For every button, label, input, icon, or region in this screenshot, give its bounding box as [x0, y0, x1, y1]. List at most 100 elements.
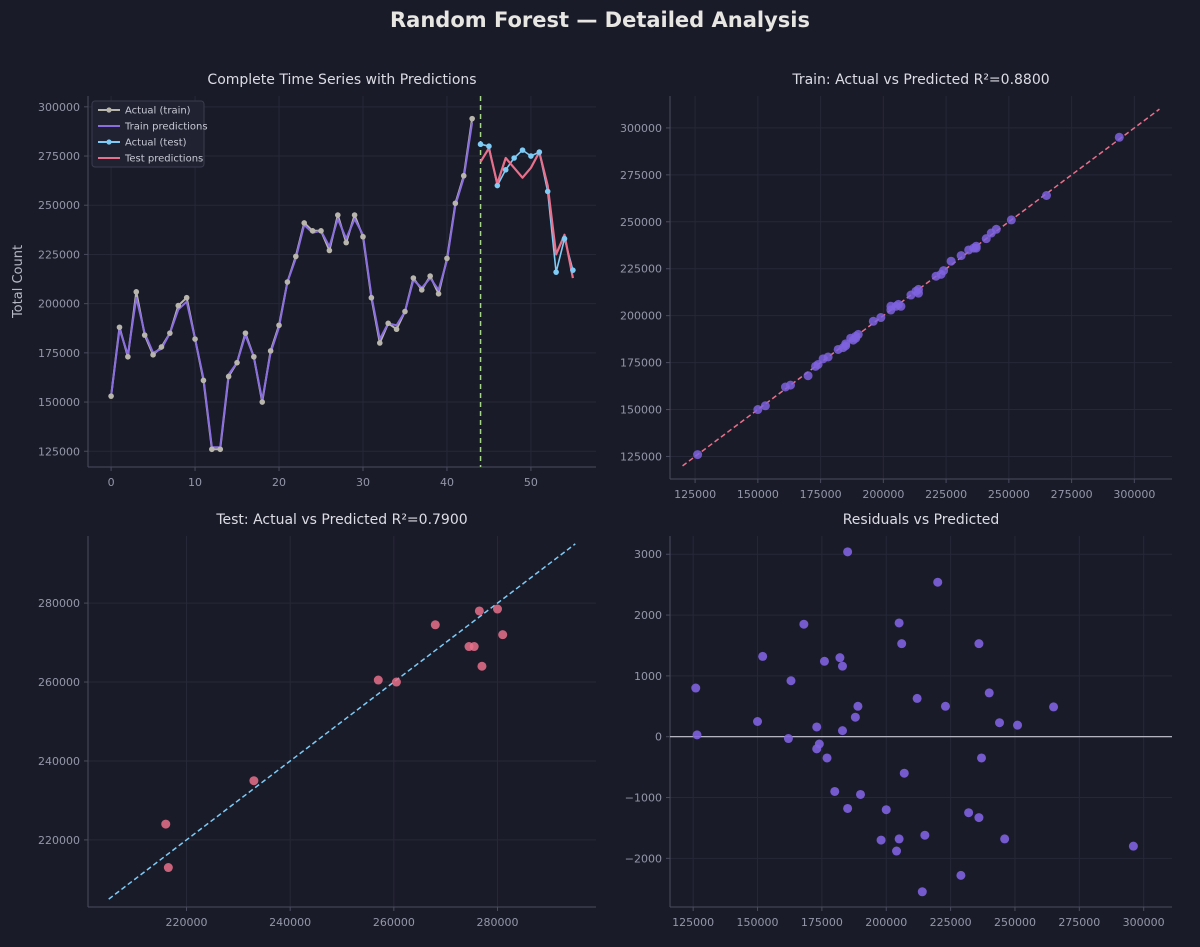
x-tick-label: 125000	[674, 488, 716, 501]
residual-point	[1000, 834, 1010, 844]
residual-point	[799, 619, 809, 629]
scatter-point	[868, 316, 878, 326]
panel-title: Test: Actual vs Predicted R²=0.7900	[215, 512, 467, 528]
residual-point	[912, 693, 922, 703]
x-tick-label: 175000	[800, 488, 842, 501]
residual-point	[786, 676, 796, 686]
legend-label: Train predictions	[124, 122, 208, 133]
residual-point	[974, 639, 984, 649]
residual-point	[822, 753, 832, 763]
series-line-test-predictions	[479, 147, 574, 279]
data-point-actual-train	[259, 399, 266, 405]
scatter-point	[876, 313, 886, 323]
data-point-actual-train	[452, 200, 459, 207]
data-point-actual-train	[141, 332, 148, 338]
y-tick-label: 220000	[38, 834, 80, 847]
y-tick-label: 260000	[38, 676, 80, 689]
scatter-point	[498, 630, 508, 640]
residual-point	[812, 722, 822, 732]
data-point-actual-test	[553, 269, 559, 275]
legend-label: Actual (test)	[125, 138, 187, 149]
x-tick-label: 240000	[269, 916, 311, 929]
scatter-plot-2	[108, 543, 576, 900]
data-point-actual-train	[234, 359, 240, 366]
scatter-point	[841, 341, 851, 351]
x-tick-label: 150000	[737, 916, 779, 929]
scatter-point	[1042, 191, 1051, 201]
data-point-actual-train	[351, 212, 358, 218]
residual-point	[783, 734, 793, 744]
x-tick-label: 275000	[1058, 916, 1100, 929]
x-tick-label: 200000	[862, 488, 904, 501]
y-tick-label: 200000	[620, 310, 662, 323]
scatter-point	[430, 620, 440, 630]
data-point-actual-train	[301, 220, 308, 226]
data-point-actual-train	[376, 340, 383, 346]
y-tick-label: 3000	[634, 548, 662, 561]
residual-point	[876, 835, 886, 845]
panel-4-axes: 125000 150000 175000 200000 225000 250000 2750…	[625, 512, 1172, 929]
data-point-actual-train	[167, 330, 173, 336]
y-tick-label: 300000	[38, 101, 80, 114]
residual-point	[976, 753, 986, 763]
scatter-point	[1006, 215, 1016, 225]
figure-title: Random Forest — Detailed Analysis	[390, 8, 810, 32]
scatter-point	[493, 604, 503, 614]
y-tick-label: −1000	[625, 792, 662, 805]
data-point-actual-train	[460, 172, 467, 179]
data-point-actual-test	[486, 143, 492, 149]
data-point-actual-train	[368, 294, 375, 301]
data-point-actual-train	[469, 115, 475, 122]
y-tick-label: 150000	[620, 404, 662, 417]
x-tick-label: 200000	[865, 916, 907, 929]
scatter-point	[939, 266, 949, 276]
scatter-point	[853, 329, 863, 339]
legend-marker	[106, 139, 112, 145]
residual-point	[843, 803, 853, 813]
y-tick-label: 175000	[620, 357, 662, 370]
scatter-point	[1114, 132, 1124, 142]
residual-point	[837, 661, 847, 671]
x-tick-label: 300000	[1113, 488, 1155, 501]
residual-point	[956, 870, 966, 880]
data-point-actual-train	[435, 291, 442, 297]
data-point-actual-train	[158, 344, 165, 350]
x-tick-label: 150000	[737, 488, 779, 501]
x-tick-label: 30	[356, 476, 370, 489]
x-tick-label: 220000	[165, 916, 207, 929]
data-point-actual-train	[108, 393, 114, 399]
scatter-point	[760, 401, 770, 411]
y-tick-label: −2000	[625, 852, 662, 865]
residual-point	[850, 712, 860, 722]
data-point-actual-train	[242, 330, 249, 336]
x-tick-label: 40	[440, 476, 454, 489]
data-point-actual-train	[444, 255, 450, 262]
scatter-point	[946, 256, 956, 266]
x-tick-label: 225000	[930, 916, 972, 929]
data-point-actual-test	[561, 235, 568, 242]
residual-point	[1128, 841, 1138, 851]
scatter-point	[373, 675, 383, 685]
residual-plot	[670, 547, 1172, 897]
y-tick-label: 275000	[38, 150, 80, 163]
panel-title: Residuals vs Predicted	[843, 512, 1000, 528]
data-point-actual-train	[284, 279, 291, 285]
data-point-actual-train	[267, 348, 274, 354]
residual-point	[920, 830, 930, 840]
x-tick-label: 50	[524, 476, 538, 489]
data-point-actual-train	[293, 253, 299, 260]
scatter-point	[249, 776, 259, 786]
data-point-actual-train	[427, 273, 433, 279]
residual-point	[1049, 702, 1059, 712]
data-point-actual-train	[276, 322, 282, 329]
residual-point	[1013, 720, 1023, 730]
x-tick-label: 0	[108, 476, 115, 489]
scatter-point	[469, 642, 479, 652]
y-tick-label: 225000	[38, 248, 80, 261]
y-tick-label: 275000	[620, 169, 662, 182]
data-point-actual-train	[217, 446, 224, 453]
data-point-actual-test	[570, 267, 576, 273]
scatter-point	[991, 224, 1001, 234]
x-tick-label: 125000	[672, 916, 714, 929]
